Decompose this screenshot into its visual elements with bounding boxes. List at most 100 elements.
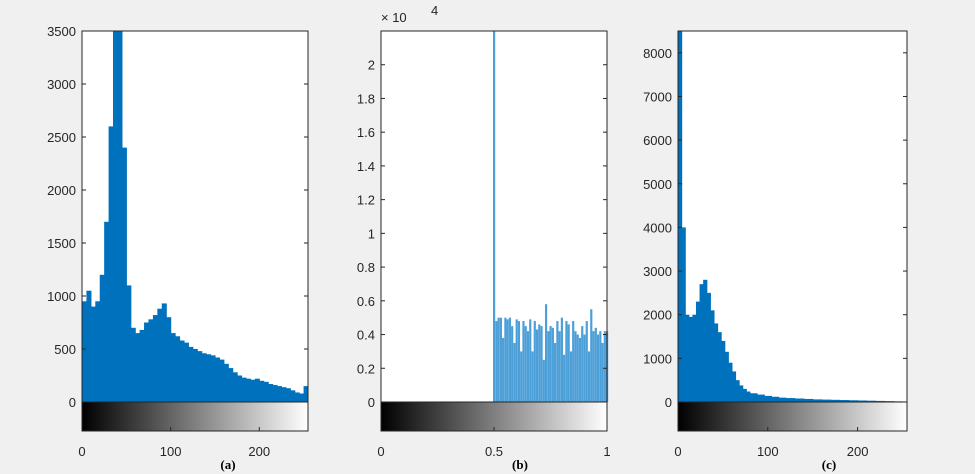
y-tick-label: 8000 [643,46,672,61]
y-tick-label: 0.4 [357,328,375,343]
bar [263,381,269,402]
bar [506,319,509,402]
bar [268,383,274,402]
bar [569,351,573,402]
y-tick-label: 5000 [643,177,672,192]
bar [254,378,260,402]
bar [294,392,300,402]
bar [170,333,176,402]
grayscale-colorbar [677,401,908,432]
bar [183,342,189,402]
bar [685,314,690,402]
x-tick-label: 0.5 [485,444,503,459]
y-tick-label: 0 [368,395,375,410]
bar [144,322,150,402]
bar [497,317,500,402]
y-tick-label: 0.6 [357,294,375,309]
bar [794,398,805,402]
bar [166,317,172,402]
bar [250,379,256,402]
bar [259,380,265,402]
panel-2: 0 0.2 0.4 0.6 0.8 1 1.2 1.4 1.6 1.8 2 × 10 4 0 0.5 1 (b) [357,3,611,472]
bar [504,317,507,402]
bar [585,321,588,402]
bar [688,316,693,402]
bar [281,387,287,402]
bar [839,400,850,402]
bar [572,321,575,402]
x-tick-label: 200 [248,444,270,459]
bar [706,292,711,402]
bar [710,310,715,402]
bar [848,400,859,402]
bar [515,319,518,402]
bar [594,327,597,402]
bar [99,274,105,402]
bar [499,317,502,402]
bar [130,327,136,402]
y-tick-label: 1000 [47,289,76,304]
bar [713,323,719,402]
bar [581,326,584,402]
bar [241,377,247,402]
bar [175,336,181,402]
bar [502,337,505,402]
bar [228,368,234,402]
y-tick-label: 4000 [643,220,672,235]
bar [587,351,591,402]
bar [219,359,225,402]
bar [148,319,154,402]
panel-1: 0 500 1000 1500 2000 2500 3000 3500 0 100 200 (a) [47,24,309,472]
x-tick-label: 1 [603,444,610,459]
panel-caption: (b) [512,457,528,472]
y-tick-label: 1 [368,226,375,241]
bar [113,31,119,402]
bar [179,340,185,402]
bar [531,351,534,402]
bar [771,396,780,402]
y-exponent-label: 4 [431,3,438,18]
y-tick-label: 0 [665,395,672,410]
bar [803,398,814,402]
grayscale-colorbar [81,401,309,432]
bar [785,398,796,402]
y-tick-label: 1000 [643,351,672,366]
bar [117,31,123,402]
bar [126,285,132,402]
y-tick-label: 500 [54,342,76,357]
x-tick-label: 100 [160,444,182,459]
y-tick-label: 0 [69,395,76,410]
bar [517,321,521,402]
bar [214,357,220,402]
y-tick-label: 3500 [47,24,76,39]
bar [551,327,554,402]
bar [578,337,582,402]
bar [830,399,841,402]
grayscale-colorbar [380,401,608,432]
bar [303,386,308,402]
bar [157,308,163,402]
bar [86,290,92,402]
bar [558,331,561,402]
y-tick-label: 1.2 [357,193,375,208]
bar [290,390,296,402]
bar [276,386,283,402]
y-multiplier-label: × 10 [381,10,407,25]
bar [742,388,747,402]
bar [721,340,726,402]
x-tick-label: 100 [757,444,779,459]
panel-caption: (a) [220,457,235,472]
bar [520,351,523,402]
y-tick-label: 2000 [47,183,76,198]
bar [731,371,737,402]
bar [529,319,532,402]
panel-3: 0 1000 2000 3000 4000 5000 6000 7000 8000 0 100 200… [643,30,908,472]
y-tick-label: 1.4 [357,159,375,174]
y-tick-label: 6000 [643,133,672,148]
y-tick-label: 2000 [643,308,672,323]
bar [699,284,704,402]
bar [508,317,512,402]
bar [565,321,568,402]
bar [524,326,527,402]
bar [678,31,683,402]
